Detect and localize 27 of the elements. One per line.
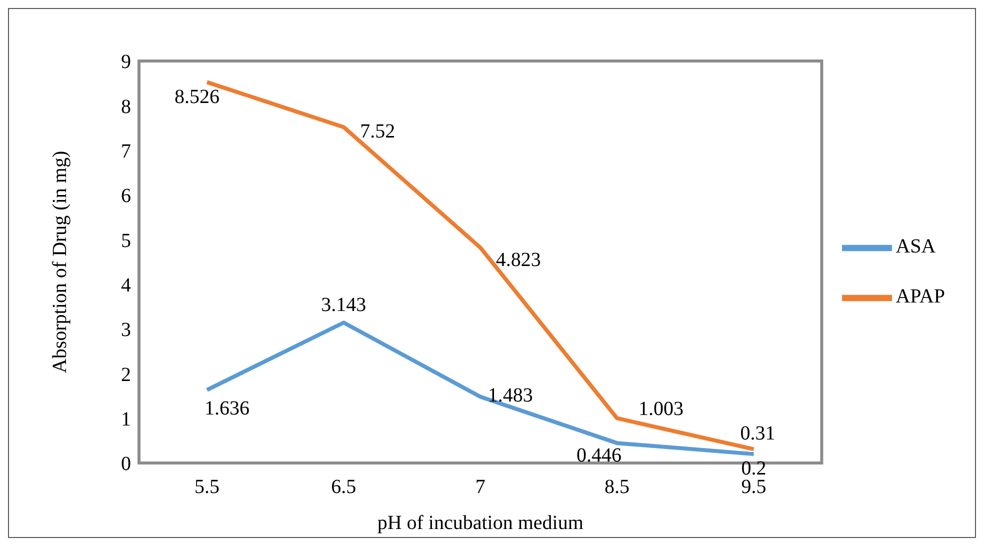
x-tick-label: 8.5 [604, 476, 630, 498]
y-tick-label: 8 [121, 96, 131, 118]
y-tick-label: 3 [121, 319, 131, 342]
x-tick-label: 5.5 [194, 476, 220, 498]
data-label: 4.823 [496, 249, 541, 272]
legend-label: ASA [896, 236, 936, 258]
y-tick-label: 4 [121, 274, 131, 296]
y-tick-label: 2 [121, 364, 131, 386]
data-label: 8.526 [174, 86, 220, 108]
x-tick-label: 7 [475, 476, 486, 498]
y-tick-label: 0 [121, 453, 131, 476]
y-axis-title: Absorption of Drug (in mg) [49, 150, 72, 374]
data-label: 1.483 [488, 384, 533, 406]
y-tick-label: 6 [121, 185, 131, 208]
y-tick-label: 9 [121, 51, 131, 74]
legend-label: APAP [896, 286, 945, 308]
data-label: 0.446 [576, 444, 622, 467]
y-tick-label: 1 [121, 408, 131, 430]
x-tick-label: 6.5 [331, 476, 356, 498]
data-label: 1.003 [638, 398, 684, 420]
data-label: 7.52 [360, 120, 396, 143]
data-label: 3.143 [321, 294, 366, 316]
x-axis-title: pH of incubation medium [377, 512, 584, 534]
y-tick-label: 5 [121, 230, 131, 252]
y-tick-label: 7 [121, 140, 131, 162]
data-label: 0.31 [740, 422, 776, 445]
data-label: 1.636 [204, 398, 250, 420]
